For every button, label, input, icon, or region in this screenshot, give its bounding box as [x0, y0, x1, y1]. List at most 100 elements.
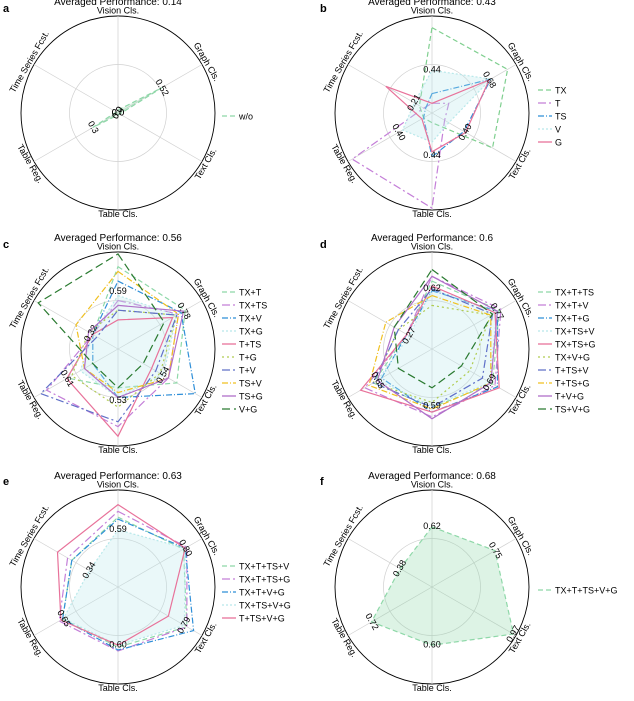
axis-spoke — [33, 64, 119, 114]
series-line — [61, 516, 188, 648]
value-label: 0.3 — [86, 119, 101, 135]
value-label: 0.52 — [154, 77, 171, 97]
axis-spoke — [117, 300, 203, 350]
axis-label: Vision Cls. — [411, 242, 453, 252]
axis-label: Table Cls. — [412, 209, 452, 219]
series-line — [376, 288, 498, 407]
axis-label: Time Series Fcst. — [8, 29, 52, 94]
axis-spoke — [117, 586, 203, 636]
axis-spoke — [117, 112, 203, 162]
axis-label: Table Reg. — [15, 616, 45, 658]
legend-label: TX — [555, 86, 567, 96]
panel-letter: c — [3, 239, 9, 251]
series-line — [61, 518, 195, 651]
axis-label: Text Cls. — [507, 146, 533, 181]
axis-spoke — [431, 64, 517, 114]
legend-label: TX+TS+V+G — [239, 601, 291, 611]
axis-label: Vision Cls. — [97, 6, 139, 16]
series-line — [83, 304, 185, 399]
legend: TX+T+TS TX+T+V TX+T+G TX+TS+V TX+TS+G TX+V+G T… — [538, 288, 596, 415]
axis-spoke — [431, 300, 517, 350]
series-line — [393, 268, 494, 389]
axis-spoke — [33, 586, 119, 636]
axis-label: Table Reg. — [15, 378, 45, 420]
panel-letter: d — [320, 239, 327, 251]
legend-label: T+TS+G — [555, 379, 590, 389]
axis-label: Vision Cls. — [411, 6, 453, 16]
axis-label: Text Cls. — [193, 146, 219, 181]
axis-spoke — [33, 538, 119, 588]
axis-spoke — [33, 112, 119, 162]
legend-label: V+G — [239, 405, 257, 415]
series-line — [62, 529, 186, 646]
axis-spoke — [117, 538, 203, 588]
axis-spoke — [347, 538, 433, 588]
legend-label: V — [555, 125, 561, 135]
value-label: 0.60 — [109, 640, 127, 650]
axis-label: Time Series Fcst. — [322, 265, 366, 330]
axis-spoke — [347, 586, 433, 636]
legend-label: TX+G — [239, 327, 263, 337]
axis-label: Vision Cls. — [97, 242, 139, 252]
axis-label: Vision Cls. — [97, 480, 139, 490]
axis-spoke — [431, 538, 517, 588]
axis-label: Graph Cls. — [192, 41, 222, 83]
value-label: 0.44 — [423, 65, 441, 75]
axis-label: Table Cls. — [412, 683, 452, 693]
legend-label: T — [555, 99, 561, 109]
axis-spoke — [347, 64, 433, 114]
legend-label: G — [555, 138, 562, 148]
value-label: 0.60 — [423, 640, 441, 650]
axis-label: Table Reg. — [329, 378, 359, 420]
legend-label: TX+TS+V — [555, 327, 595, 337]
axis-label: Table Reg. — [329, 142, 359, 184]
panel-title: Averaged Performance: 0.68 — [368, 471, 496, 482]
series-line — [422, 78, 492, 158]
legend: TX+T+TS+V+G — [538, 586, 618, 596]
legend-label: TX+T+G — [555, 314, 590, 324]
value-label: 0.53 — [109, 395, 127, 405]
legend-label: TS — [555, 112, 567, 122]
axis-label: Graph Cls. — [506, 277, 536, 319]
axis-label: Graph Cls. — [192, 515, 222, 557]
legend-label: TS+V — [239, 379, 262, 389]
value-label: 0.59 — [109, 524, 127, 534]
series-line — [37, 253, 165, 389]
legend: TX+T TX+TS TX+V TX+G T+TS T+G T+V TS+V TS+G V+G — [222, 288, 267, 415]
legend-label: TS+G — [239, 392, 263, 402]
panel-title: Averaged Performance: 0.14 — [54, 0, 182, 8]
legend-label: TX+T+V+G — [239, 588, 285, 598]
axis-label: Graph Cls. — [192, 277, 222, 319]
series-line — [359, 285, 500, 413]
axis-spoke — [431, 112, 517, 162]
axis-label: Table Cls. — [98, 683, 138, 693]
axis-label: Graph Cls. — [506, 41, 536, 83]
legend-label: TX+T — [239, 288, 262, 298]
legend-label: T+G — [239, 353, 257, 363]
panel-letter: b — [320, 3, 327, 15]
panel-title: Averaged Performance: 0.63 — [54, 471, 182, 482]
legend-label: TX+T+TS — [555, 288, 594, 298]
value-label: 0.62 — [423, 283, 441, 293]
legend-label: TX+T+TS+V — [239, 562, 289, 572]
series-line — [370, 526, 515, 646]
axis-spoke — [117, 348, 203, 398]
axis-label: Time Series Fcst. — [322, 29, 366, 94]
axis-label: Table Cls. — [412, 445, 452, 455]
legend-label: TX+V — [239, 314, 262, 324]
axis-label: Vision Cls. — [411, 480, 453, 490]
legend-label: TX+T+TS+V+G — [555, 586, 618, 596]
legend: TX+T+TS+V TX+T+TS+G TX+T+V+G TX+TS+V+G T+TS+… — [222, 562, 291, 624]
axis-spoke — [431, 348, 517, 398]
legend-label: TX+T+V — [555, 301, 589, 311]
axis-label: Time Series Fcst. — [8, 503, 52, 568]
value-label: 0.44 — [423, 150, 441, 160]
panel-title: Averaged Performance: 0.6 — [371, 233, 494, 244]
series-line — [92, 87, 163, 129]
